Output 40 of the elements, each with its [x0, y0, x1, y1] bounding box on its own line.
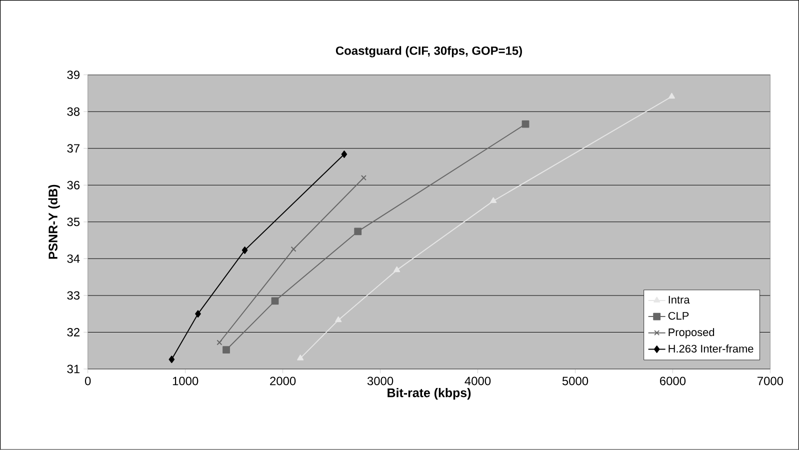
y-tick-label: 39: [67, 70, 80, 80]
y-tick-label: 31: [67, 364, 80, 374]
point: [216, 340, 222, 346]
legend-label: Proposed: [668, 328, 714, 338]
point: [297, 354, 304, 361]
point: [360, 175, 366, 181]
y-axis-title: PSNR-Y (dB): [48, 184, 60, 259]
x-axis-title: Bit-rate (kbps): [388, 388, 471, 400]
point: [222, 346, 230, 354]
x-tick-label: 4000: [464, 376, 491, 386]
legend-label: Intra: [668, 296, 690, 304]
point: [335, 316, 342, 322]
x-tick-label: 5000: [562, 376, 588, 386]
point: [290, 246, 296, 252]
x-tick-label: 2000: [270, 376, 296, 386]
legend-label: H.263 Inter-frame: [668, 344, 754, 353]
point: [668, 92, 676, 99]
chart-title: Coastguard (CIF, 30fps, GOP=15): [336, 46, 522, 58]
point: [354, 228, 362, 236]
y-tick-label: 35: [67, 218, 80, 226]
point: [394, 266, 400, 272]
x-tick-label: 3000: [367, 376, 394, 386]
y-tick-label: 38: [67, 107, 80, 116]
y-tick-label: 33: [67, 291, 80, 300]
point: [195, 310, 201, 318]
point: [490, 197, 497, 204]
y-tick-label: 37: [67, 144, 80, 153]
x-tick-label: 6000: [660, 376, 686, 386]
y-tick-label: 34: [67, 254, 80, 263]
x-tick-label: 7000: [757, 376, 784, 386]
y-tick-label: 36: [67, 181, 80, 190]
point: [168, 356, 175, 364]
x-tick-label: 1000: [172, 376, 198, 386]
legend-label: CLP: [668, 312, 689, 320]
point: [341, 150, 348, 158]
x-tick-label: 0: [84, 376, 91, 386]
point: [242, 246, 248, 254]
point: [271, 297, 279, 305]
y-tick-label: 32: [67, 328, 80, 337]
point: [522, 120, 530, 128]
